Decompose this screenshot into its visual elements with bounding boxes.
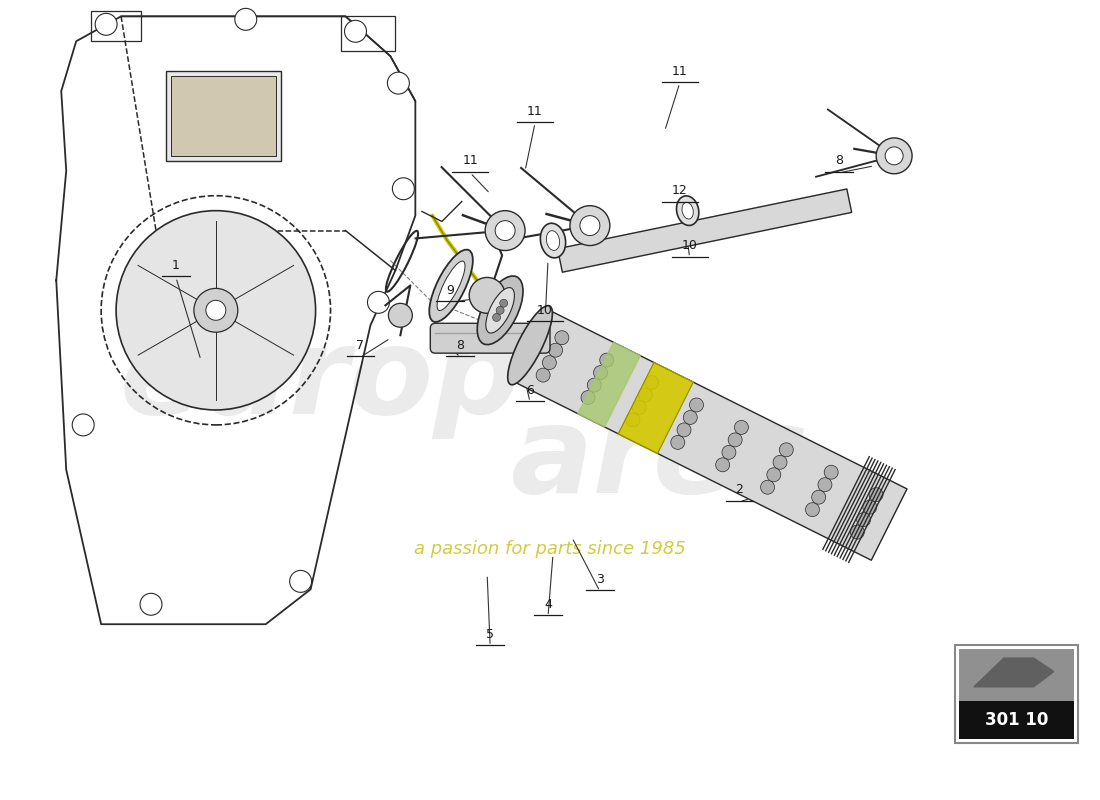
Circle shape [779,443,793,457]
Circle shape [683,410,697,425]
Circle shape [581,390,595,405]
Circle shape [495,221,515,241]
Circle shape [73,414,95,436]
Polygon shape [558,189,851,272]
Circle shape [485,210,525,250]
Text: 301 10: 301 10 [984,711,1048,729]
Circle shape [496,306,504,314]
Polygon shape [513,310,908,560]
Text: 9: 9 [447,284,454,297]
Circle shape [536,368,550,382]
Ellipse shape [429,250,473,322]
Circle shape [735,420,748,434]
Circle shape [850,525,865,539]
Circle shape [570,206,609,246]
Bar [959,701,1074,739]
Text: a passion for parts since 1985: a passion for parts since 1985 [414,541,686,558]
Bar [341,16,395,51]
Circle shape [493,314,500,322]
Circle shape [722,446,736,459]
Circle shape [393,178,415,200]
Circle shape [886,147,903,165]
FancyBboxPatch shape [955,645,1078,743]
FancyBboxPatch shape [430,323,550,353]
Circle shape [344,20,366,42]
Circle shape [594,366,607,379]
Text: ares: ares [510,402,808,518]
Text: europ: europ [120,322,521,438]
Text: 1: 1 [172,259,180,272]
Circle shape [194,288,238,332]
Text: 8: 8 [456,338,464,352]
Text: 10: 10 [537,304,553,317]
Circle shape [580,216,600,235]
Circle shape [857,513,870,526]
Circle shape [862,500,877,514]
Circle shape [499,299,508,307]
Ellipse shape [477,276,522,345]
Text: 5: 5 [486,628,494,641]
Polygon shape [974,658,1054,687]
Ellipse shape [540,223,565,258]
Ellipse shape [437,261,465,310]
Text: 8: 8 [835,154,844,167]
Circle shape [470,278,505,314]
Circle shape [773,455,786,470]
Circle shape [690,398,704,412]
Circle shape [638,388,652,402]
Circle shape [812,490,826,504]
Circle shape [626,413,640,427]
Circle shape [206,300,225,320]
Circle shape [587,378,602,392]
Ellipse shape [547,230,560,250]
Ellipse shape [508,306,552,385]
Ellipse shape [676,196,698,226]
Circle shape [388,303,412,327]
Circle shape [554,330,569,345]
Circle shape [760,480,774,494]
Text: 2: 2 [736,483,744,496]
Circle shape [676,423,691,437]
Circle shape [96,14,117,35]
Circle shape [877,138,912,174]
Bar [170,76,276,156]
Circle shape [600,353,614,367]
Text: 11: 11 [672,65,688,78]
Circle shape [805,502,820,517]
Circle shape [716,458,729,472]
Circle shape [728,433,743,447]
Circle shape [824,466,838,479]
Circle shape [818,478,832,492]
Polygon shape [618,362,693,454]
Circle shape [117,210,316,410]
Circle shape [387,72,409,94]
Circle shape [645,375,659,390]
Bar [91,11,141,42]
Text: 4: 4 [544,598,552,610]
Circle shape [289,570,311,592]
Polygon shape [578,342,640,427]
Text: 3: 3 [596,573,604,586]
Circle shape [767,468,781,482]
Text: 7: 7 [356,338,364,352]
Circle shape [367,291,389,314]
Ellipse shape [682,202,693,219]
Circle shape [869,488,883,502]
Text: 12: 12 [672,184,688,198]
Bar [166,71,280,161]
Circle shape [542,356,557,370]
Circle shape [632,401,646,414]
Circle shape [140,594,162,615]
Bar [959,649,1074,701]
Circle shape [671,435,685,450]
Text: 11: 11 [527,105,543,118]
Text: 6: 6 [526,383,534,397]
Circle shape [234,8,256,30]
Text: 10: 10 [682,239,697,252]
Text: 11: 11 [462,154,478,167]
Ellipse shape [486,287,515,333]
Circle shape [549,343,562,357]
